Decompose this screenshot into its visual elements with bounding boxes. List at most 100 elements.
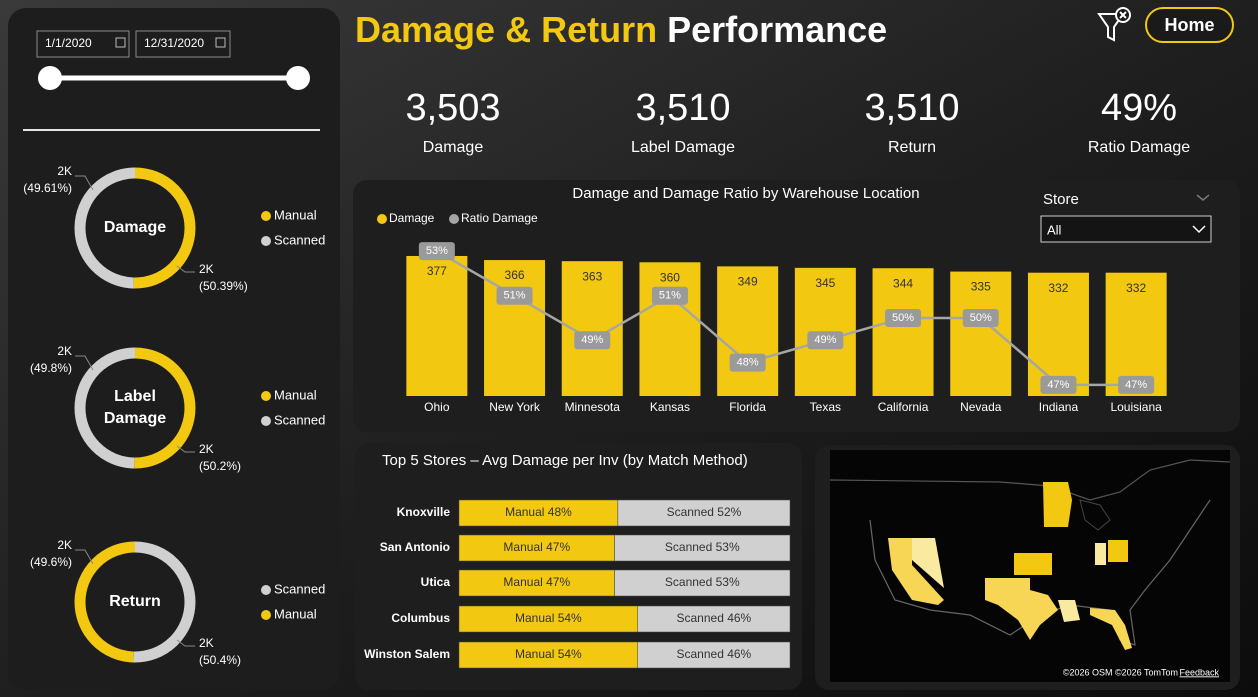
line-label-box <box>1118 375 1155 394</box>
stacked-segment <box>637 605 791 633</box>
bar-value-label: 344 <box>893 276 913 290</box>
bar-value-label: 366 <box>505 268 525 282</box>
page-title: Damage & Return Performance <box>355 9 887 50</box>
y-tick-label: Winston Salem <box>364 647 450 661</box>
calendar-icon <box>115 37 126 48</box>
stacked-segment <box>458 641 638 669</box>
x-tick-label: California <box>878 400 929 414</box>
x-tick-label: Louisiana <box>1110 400 1162 414</box>
kpi-value: 3,503 <box>405 87 500 129</box>
line-value-label: 51% <box>504 290 526 302</box>
donut-slice <box>133 167 196 289</box>
line-label-box <box>962 309 999 327</box>
x-tick-label: Florida <box>729 400 766 414</box>
kpi-label: Label Damage <box>631 139 735 156</box>
donut-percent-label: (50.39%) <box>199 279 248 293</box>
kpi-value: 3,510 <box>864 87 959 129</box>
line-value-label: 53% <box>426 245 448 257</box>
x-tick-label: New York <box>489 400 541 414</box>
segment-label: Manual 54% <box>515 647 582 661</box>
segment-label: Scanned 53% <box>665 575 740 589</box>
line-value-label: 49% <box>581 334 603 346</box>
bar <box>950 271 1012 396</box>
y-tick-label: Utica <box>421 575 451 589</box>
donut-slice <box>74 347 136 469</box>
line-value-label: 48% <box>737 356 759 368</box>
donut-percent-label: (50.4%) <box>199 653 241 667</box>
line-value-label: 51% <box>659 290 681 302</box>
date-end: 12/31/2020 <box>144 36 204 50</box>
donut-count-label: 2K <box>199 442 214 456</box>
slider-handle[interactable] <box>38 66 62 90</box>
y-tick-label: San Antonio <box>380 540 450 554</box>
leader-line <box>75 355 94 371</box>
donut-center-label: Damage <box>104 219 166 236</box>
kpi-label: Return <box>888 139 936 156</box>
donut-slice <box>133 541 196 663</box>
slider-handle[interactable] <box>286 66 310 90</box>
bar-value-label: 349 <box>738 275 758 289</box>
segment-label: Manual 48% <box>505 505 572 519</box>
line-value-label: 47% <box>1047 379 1069 391</box>
donut-slice <box>134 347 196 469</box>
date-start-box[interactable] <box>36 30 130 58</box>
donut-slice <box>74 541 136 663</box>
home-button[interactable] <box>1145 7 1234 43</box>
donut-count-label: 2K <box>57 164 72 178</box>
line-value-label: 50% <box>892 312 914 324</box>
legend-marker <box>377 214 387 224</box>
map-feedback[interactable]: Feedback <box>1179 667 1219 677</box>
donut-count-label: 2K <box>57 538 72 552</box>
x-tick-label: Indiana <box>1039 400 1079 414</box>
leader-line <box>75 549 94 565</box>
dropdown-chevron <box>1192 225 1206 234</box>
stacked-segment <box>458 499 619 527</box>
chevron <box>1196 194 1210 201</box>
legend-marker <box>261 236 271 246</box>
chart-title: Top 5 Stores – Avg Damage per Inv (by Ma… <box>382 452 748 469</box>
map-attribution: ©2026 OSM ©2026 TomTom <box>1063 667 1178 677</box>
kpi-label: Ratio Damage <box>1088 139 1190 156</box>
clear-filter-icon[interactable] <box>1097 7 1131 42</box>
bar <box>872 268 934 396</box>
line-label-box <box>1040 375 1077 394</box>
stacked-segment <box>617 499 791 527</box>
stacked-segment <box>614 569 791 597</box>
donut-center-label: Label Damage <box>104 388 166 427</box>
line-value-label: 47% <box>1125 379 1147 391</box>
kpi-label: Damage <box>423 139 484 156</box>
date-end-box[interactable] <box>135 30 231 58</box>
stacked-segment <box>458 569 615 597</box>
x-tick-label: Texas <box>810 400 841 414</box>
donut-percent-label: (50.2%) <box>199 459 241 473</box>
map[interactable] <box>829 450 1231 682</box>
kpi-value: 3,510 <box>635 87 730 129</box>
legend-marker <box>261 585 271 595</box>
leader-line <box>176 639 195 647</box>
title-rest: Performance <box>667 9 887 50</box>
legend-label: Scanned <box>274 412 325 427</box>
store-dropdown[interactable] <box>1040 215 1212 243</box>
legend-label: Manual <box>274 606 317 621</box>
legend-label: Scanned <box>274 581 325 596</box>
legend-label: Scanned <box>274 232 325 247</box>
donut-percent-label: (49.61%) <box>23 181 72 195</box>
legend-label: Ratio Damage <box>461 211 538 225</box>
bar-value-label: 363 <box>582 269 602 283</box>
bar-value-label: 332 <box>1126 281 1146 295</box>
home-button-label[interactable]: Home <box>1164 15 1214 35</box>
bar <box>639 262 701 396</box>
line-value-label: 50% <box>970 312 992 324</box>
bar-value-label: 377 <box>427 264 447 278</box>
segment-label: Manual 54% <box>515 611 582 625</box>
legend-marker <box>261 211 271 221</box>
leader-line <box>176 445 195 453</box>
store-filter-label: Store <box>1043 191 1079 208</box>
x-tick-label: Ohio <box>424 400 450 414</box>
leader-line <box>75 175 94 191</box>
segment-label: Scanned 53% <box>665 540 740 554</box>
legend-marker <box>261 391 271 401</box>
bar-value-label: 360 <box>660 270 680 284</box>
bar-value-label: 345 <box>815 276 835 290</box>
bar <box>1105 272 1167 396</box>
